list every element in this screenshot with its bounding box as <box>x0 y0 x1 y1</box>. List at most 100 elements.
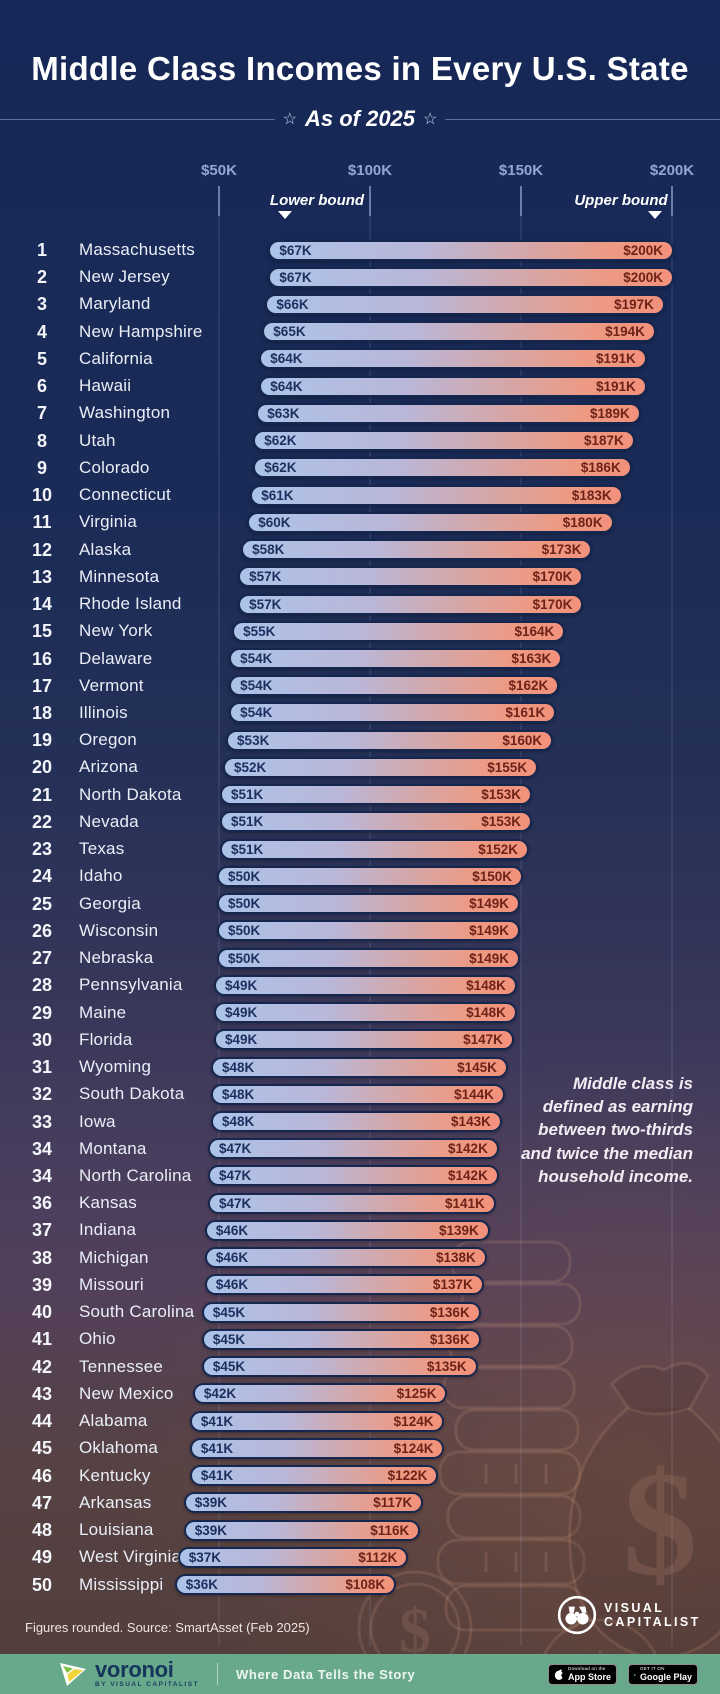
row-rank: 1 <box>36 240 47 260</box>
row-state-label: North Carolina <box>79 1165 192 1185</box>
income-range-bar: $67K $200K <box>268 266 674 288</box>
lower-bound-value: $58K <box>252 542 285 558</box>
upper-bound-value: $117K <box>373 1495 413 1511</box>
income-range-bar: $49K $148K <box>213 974 517 996</box>
row-state-label: Virginia <box>79 512 137 532</box>
row-rank: 32 <box>31 1084 53 1105</box>
upper-bound-value: $191K <box>596 378 636 394</box>
row-state-label: Delaware <box>79 648 153 668</box>
row-state-label: Nevada <box>79 811 139 831</box>
row-state-label: Connecticut <box>79 485 171 505</box>
row-state-label: Arizona <box>79 757 139 777</box>
income-range-bar: $51K $153K <box>220 811 533 833</box>
row-rank: 11 <box>32 512 52 533</box>
upper-bound-value: $112K <box>358 1549 398 1565</box>
income-range-bar: $48K $144K <box>210 1083 505 1105</box>
row-rank: 31 <box>31 1057 53 1078</box>
income-range-bar: $36K $108K <box>174 1574 397 1595</box>
upper-bound-value: $137K <box>432 1277 473 1293</box>
upper-bound-value: $144K <box>454 1086 494 1102</box>
income-range-bar: $41K $122K <box>189 1465 439 1487</box>
row-state-label: South Carolina <box>79 1302 195 1322</box>
income-range-bar: $54K $163K <box>229 648 563 670</box>
row-rank: 3 <box>36 294 47 315</box>
axis-tick-label: $100K <box>347 162 393 179</box>
row-state-label: Ohio <box>79 1329 116 1349</box>
row-state-label: Wyoming <box>79 1057 152 1077</box>
income-range-bar: $46K $137K <box>204 1274 484 1296</box>
lower-bound-value: $41K <box>200 1468 234 1484</box>
row-rank: 50 <box>31 1574 53 1595</box>
upper-bound-value: $122K <box>387 1468 428 1484</box>
annotation-line: defined as earning <box>542 1097 693 1117</box>
row-state-label: New York <box>79 621 153 641</box>
income-range-bar: $47K $142K <box>207 1165 499 1187</box>
income-range-bar: $48K $145K <box>210 1056 508 1078</box>
row-rank: 6 <box>36 376 47 397</box>
income-range-bar: $47K $142K <box>207 1138 499 1160</box>
app-store-badge[interactable]: Download on the App Store <box>548 1664 617 1685</box>
subtitle-row: ☆ As of 2025 ☆ <box>0 106 720 132</box>
row-state-label: Massachusetts <box>79 240 195 259</box>
income-range-bar: $50K $149K <box>217 947 520 969</box>
income-range-bar: $64K $191K <box>259 375 647 397</box>
axis-tick-mark <box>369 186 371 216</box>
income-range-bar: $57K $170K <box>238 566 584 588</box>
upper-bound-value: $145K <box>457 1059 497 1075</box>
row-rank: 9 <box>36 457 47 478</box>
row-rank: 20 <box>31 757 53 778</box>
upper-bound-value: $170K <box>532 596 573 612</box>
lower-bound-label: Lower bound <box>269 192 365 209</box>
row-rank: 17 <box>31 675 53 696</box>
lower-bound-value: $53K <box>237 732 270 748</box>
lower-bound-value: $52K <box>234 759 267 775</box>
upper-bound-value: $149K <box>469 923 509 939</box>
income-range-bar: $49K $148K <box>213 1002 517 1024</box>
lower-bound-value: $49K <box>224 977 258 993</box>
row-state-label: North Dakota <box>79 784 182 804</box>
income-range-bar: $50K $149K <box>217 920 520 942</box>
row-state-label: Maine <box>79 1002 127 1022</box>
binoculars-icon <box>557 1595 597 1635</box>
lower-bound-value: $39K <box>194 1522 228 1538</box>
annotation-line: Middle class is <box>573 1074 693 1093</box>
row-state-label: Kansas <box>79 1193 137 1213</box>
upper-bound-value: $180K <box>562 514 603 530</box>
income-range-bar: $62K $186K <box>253 457 632 479</box>
row-state-label: Iowa <box>79 1111 116 1131</box>
row-rank: 19 <box>31 730 53 751</box>
lower-bound-value: $48K <box>221 1059 255 1075</box>
apple-icon <box>554 1669 564 1680</box>
row-rank: 25 <box>31 893 53 914</box>
google-play-small-text: GET IT ON <box>639 1665 665 1671</box>
lower-bound-value: $62K <box>264 433 297 449</box>
row-state-label: Wisconsin <box>79 920 159 940</box>
star-icon: ☆ <box>282 111 297 128</box>
lower-bound-value: $48K <box>221 1114 255 1130</box>
row-state-label: Alabama <box>79 1411 148 1431</box>
upper-bound-value: $183K <box>571 487 612 503</box>
lower-bound-value: $46K <box>215 1250 249 1266</box>
row-state-label: Indiana <box>79 1220 137 1240</box>
income-range-bar: $46K $139K <box>204 1219 490 1241</box>
row-state-label: Missouri <box>79 1274 144 1294</box>
upper-bound-value: $164K <box>514 623 555 639</box>
lower-bound-value: $54K <box>240 651 273 667</box>
lower-bound-value: $54K <box>240 705 273 721</box>
upper-bound-value: $142K <box>448 1168 488 1184</box>
upper-bound-value: $150K <box>472 868 512 884</box>
lower-bound-value: $50K <box>228 896 261 912</box>
voronoi-logo: voronoi BY VISUAL CAPITALIST <box>58 1659 199 1688</box>
income-range-bar: $39K $117K <box>183 1492 424 1514</box>
footer-tagline: Where Data Tells the Story <box>236 1666 416 1682</box>
upper-bound-value: $136K <box>429 1331 470 1347</box>
lower-bound-marker-icon <box>278 211 292 219</box>
subtitle-divider-left <box>0 118 275 120</box>
row-rank: 34 <box>31 1138 53 1159</box>
row-state-label: Washington <box>79 403 171 423</box>
lower-bound-value: $41K <box>200 1440 234 1456</box>
axis-tick-label: $200K <box>649 162 695 179</box>
google-play-badge[interactable]: GET IT ON Google Play <box>628 1664 698 1685</box>
google-play-icon <box>634 1673 636 1676</box>
